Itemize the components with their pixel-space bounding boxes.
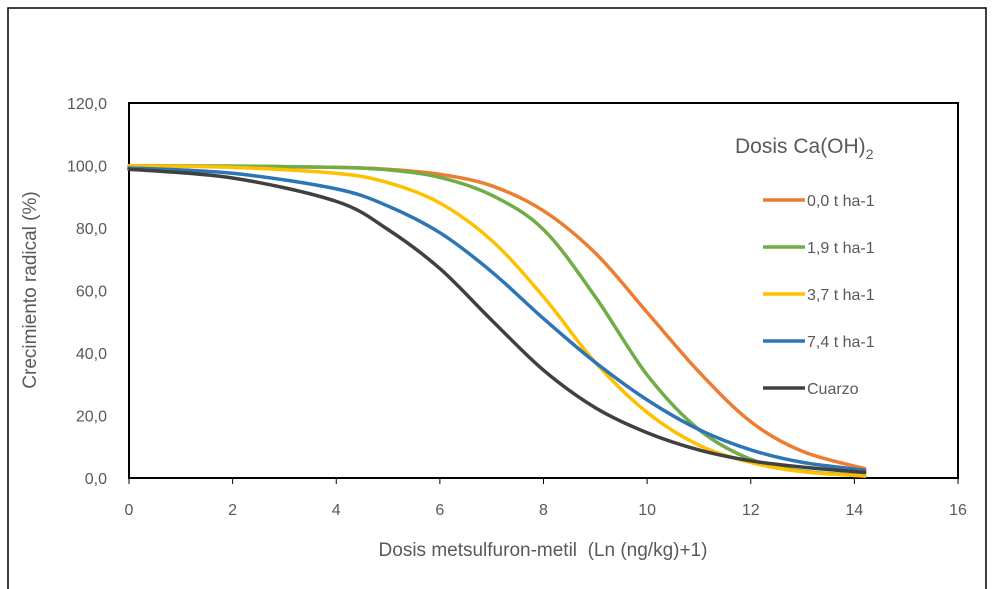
x-axis: 0 2 4 6 8 10 12 14 16	[125, 478, 967, 519]
series-line-2	[127, 164, 867, 478]
x-axis-title: Dosis metsulfuron-metil (Ln (ng/kg)+1)	[379, 540, 708, 561]
legend: Dosis Ca(OH)2 0,0 t ha-1 1,9 t ha-1 3,7 t …	[735, 135, 875, 398]
legend-label: Cuarzo	[807, 381, 859, 398]
legend-label: 7,4 t ha-1	[807, 334, 875, 351]
y-tick-label: 20,0	[76, 409, 107, 426]
legend-label: 0,0 t ha-1	[807, 193, 875, 210]
y-tick-label: 60,0	[76, 284, 107, 301]
x-tick-label: 0	[125, 502, 134, 519]
x-tick-label: 6	[435, 502, 444, 519]
chart-outer-border	[7, 7, 987, 589]
x-tick-label: 10	[638, 502, 656, 519]
legend-label: 1,9 t ha-1	[807, 240, 875, 257]
legend-label: 3,7 t ha-1	[807, 287, 875, 304]
y-axis-title: Crecimiento radical (%)	[20, 191, 41, 388]
legend-title-subscript: 2	[866, 146, 874, 162]
legend-title: Dosis Ca(OH)2	[735, 135, 874, 162]
legend-items: 0,0 t ha-1 1,9 t ha-1 3,7 t ha-1 7,4 t ha-1…	[763, 193, 875, 398]
series-line-4	[127, 166, 867, 472]
y-tick-label: 80,0	[76, 221, 107, 238]
x-tick-label: 2	[228, 502, 237, 519]
x-tick-label: 4	[332, 502, 341, 519]
x-tick-label: 14	[845, 502, 863, 519]
y-tick-label: 120,0	[67, 96, 107, 113]
x-tick-label: 16	[949, 502, 967, 519]
y-tick-label: 40,0	[76, 346, 107, 363]
series-line-5	[127, 167, 867, 475]
y-tick-label: 0,0	[85, 471, 107, 488]
x-tick-label: 8	[539, 502, 548, 519]
y-axis: 0,0 20,0 40,0 60,0 80,0 100,0 120,0	[67, 96, 107, 488]
y-tick-label: 100,0	[67, 159, 107, 176]
legend-title-main: Dosis Ca(OH)	[735, 135, 866, 158]
series-layer	[127, 164, 867, 478]
x-tick-label: 12	[742, 502, 760, 519]
